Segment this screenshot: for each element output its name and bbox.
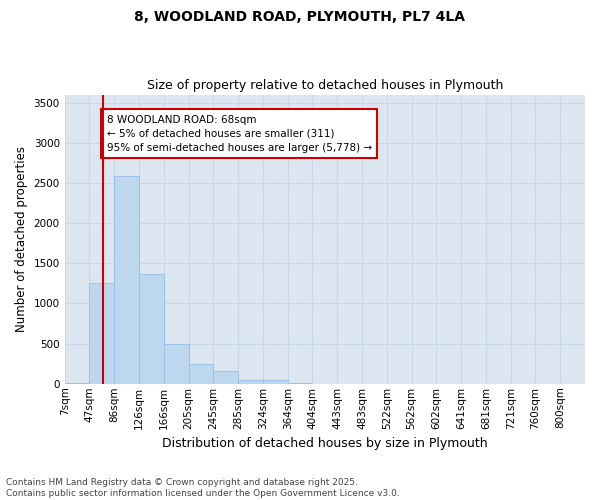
Bar bbox=[238, 380, 263, 384]
Text: 8, WOODLAND ROAD, PLYMOUTH, PL7 4LA: 8, WOODLAND ROAD, PLYMOUTH, PL7 4LA bbox=[134, 10, 466, 24]
Bar bbox=[263, 380, 287, 384]
Text: 8 WOODLAND ROAD: 68sqm
← 5% of detached houses are smaller (311)
95% of semi-det: 8 WOODLAND ROAD: 68sqm ← 5% of detached … bbox=[107, 114, 371, 152]
Bar bbox=[188, 364, 214, 384]
Bar bbox=[139, 274, 164, 384]
Y-axis label: Number of detached properties: Number of detached properties bbox=[15, 146, 28, 332]
Bar bbox=[89, 284, 114, 384]
Bar bbox=[164, 344, 188, 384]
Bar bbox=[214, 372, 238, 384]
Bar bbox=[114, 176, 139, 384]
X-axis label: Distribution of detached houses by size in Plymouth: Distribution of detached houses by size … bbox=[162, 437, 488, 450]
Title: Size of property relative to detached houses in Plymouth: Size of property relative to detached ho… bbox=[146, 79, 503, 92]
Bar bbox=[287, 383, 313, 384]
Text: Contains HM Land Registry data © Crown copyright and database right 2025.
Contai: Contains HM Land Registry data © Crown c… bbox=[6, 478, 400, 498]
